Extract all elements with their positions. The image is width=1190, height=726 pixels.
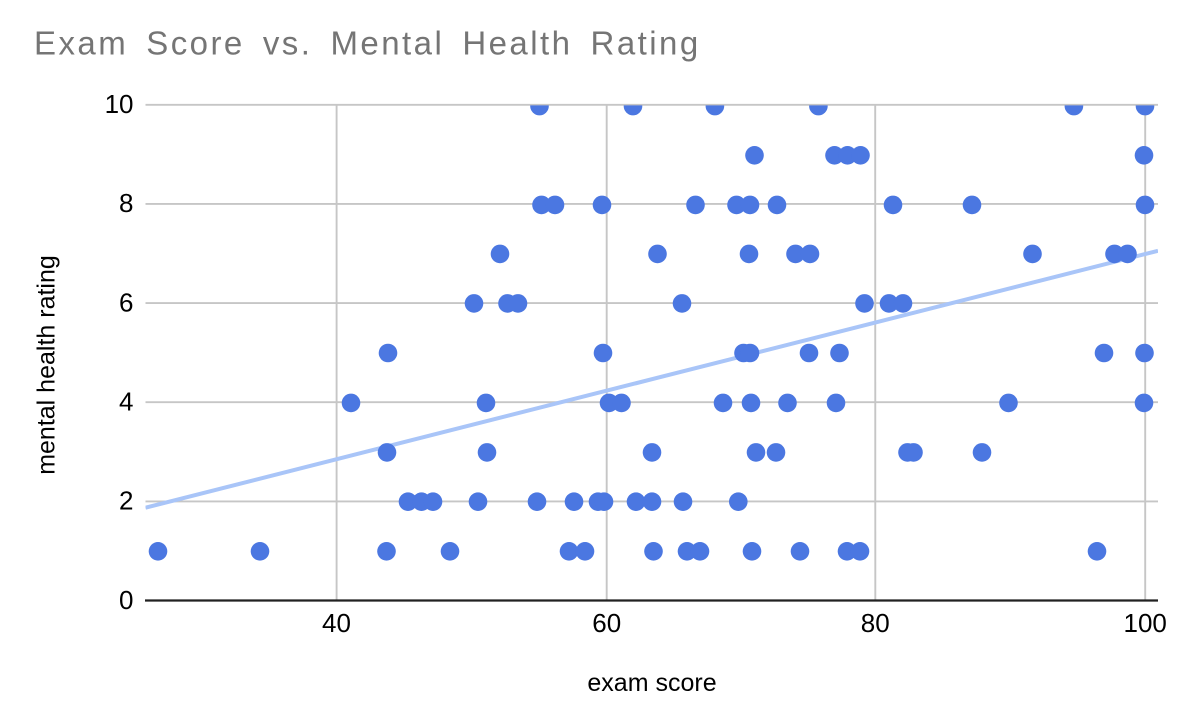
svg-text:60: 60 [592,608,621,638]
svg-text:Exam Score vs. Mental Health R: Exam Score vs. Mental Health Rating [34,25,701,62]
svg-text:0: 0 [119,585,133,615]
svg-text:100: 100 [1124,608,1167,638]
svg-text:40: 40 [322,608,351,638]
svg-text:6: 6 [119,287,133,317]
svg-text:2: 2 [119,486,133,516]
svg-text:mental health rating: mental health rating [33,255,61,475]
svg-text:10: 10 [105,89,134,119]
svg-text:80: 80 [861,608,890,638]
svg-text:4: 4 [119,386,133,416]
svg-text:8: 8 [119,188,133,218]
svg-text:exam score: exam score [587,669,716,697]
